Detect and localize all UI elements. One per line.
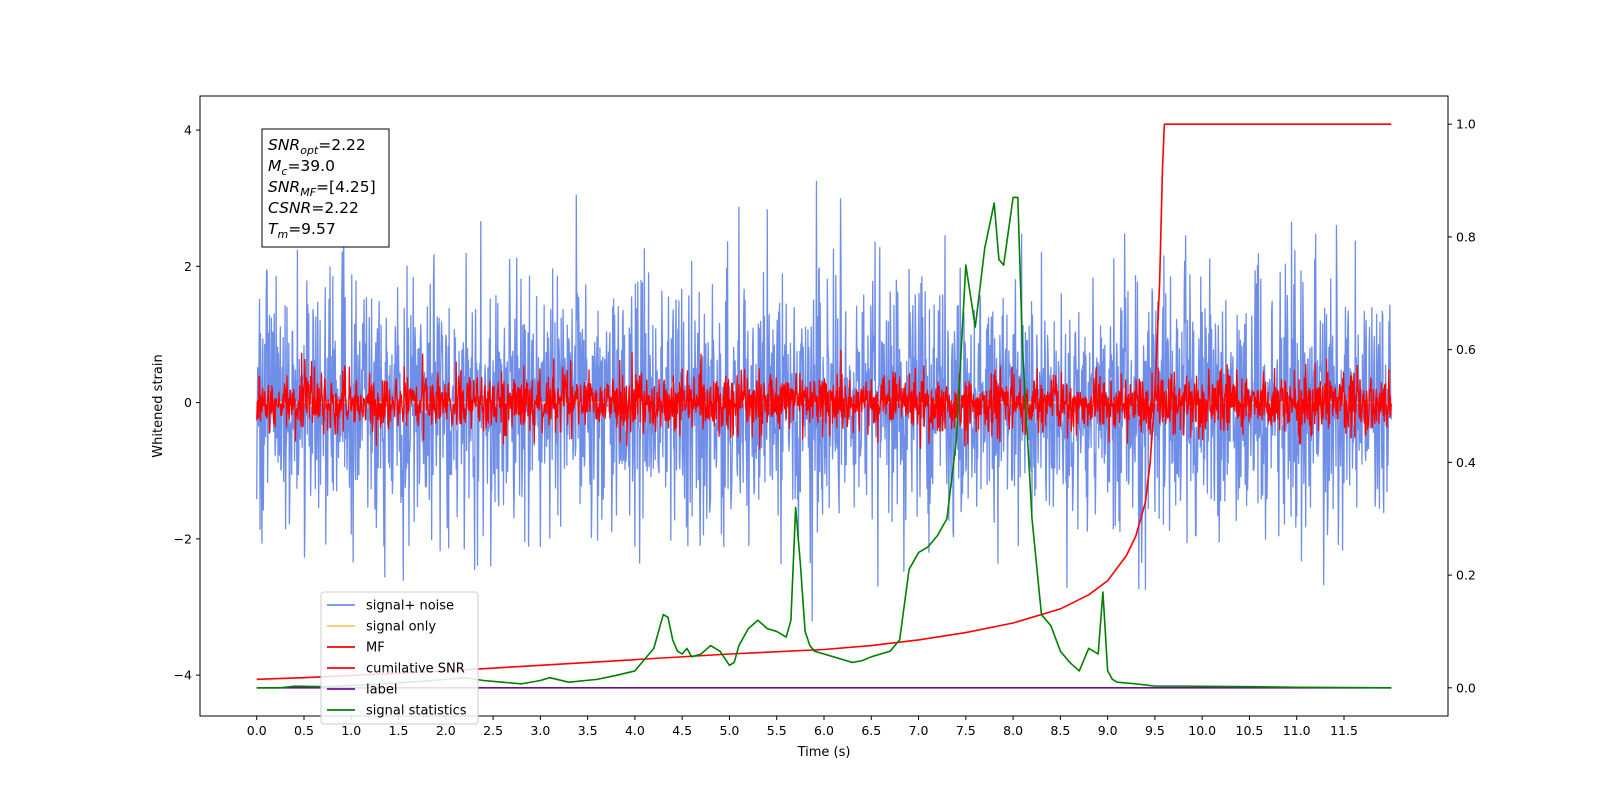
x-tick-label: 10.0 [1188, 723, 1216, 738]
info-line: Tm=9.57 [268, 220, 336, 241]
x-tick-label: 2.5 [483, 723, 503, 738]
x-tick-label: 0.5 [294, 723, 314, 738]
info-line: SNRopt=2.22 [268, 136, 366, 157]
plot-area [256, 123, 1392, 689]
y-tick-label: 0 [184, 395, 192, 410]
series-signal-statistics [256, 196, 1392, 689]
x-tick-label: 1.0 [341, 723, 361, 738]
info-box-frame [261, 128, 390, 248]
y2-tick-label: 0.8 [1456, 229, 1476, 244]
x-tick-label: 9.0 [1098, 723, 1118, 738]
legend-label: label [366, 683, 397, 698]
x-tick-label: 10.5 [1236, 723, 1264, 738]
x-tick-label: 5.5 [767, 723, 787, 738]
legend-label: cumilative SNR [366, 662, 465, 677]
x-axis-label: Time (s) [797, 745, 851, 760]
legend-label: MF [366, 641, 385, 656]
y-tick-label: −4 [174, 668, 192, 683]
legend-label: signal only [366, 620, 436, 635]
legend: signal+ noise signal only MF cumilative SNR… [320, 591, 479, 725]
y2-tick-label: 1.0 [1456, 117, 1476, 132]
x-tick-label: 9.5 [1145, 723, 1165, 738]
y-tick-label: −2 [174, 531, 192, 546]
series-cumilative-snr [256, 123, 1392, 681]
x-tick-label: 2.0 [436, 723, 456, 738]
x-tick-label: 8.0 [1003, 723, 1023, 738]
x-tick-label: 6.5 [861, 723, 881, 738]
x-tick-label: 3.5 [578, 723, 598, 738]
y2-tick-label: 0.6 [1456, 342, 1476, 357]
x-tick-label: 3.0 [530, 723, 550, 738]
info-line: Mc=39.0 [268, 157, 335, 178]
x-tick-label: 11.0 [1283, 723, 1311, 738]
y-tick-label: 4 [184, 123, 192, 138]
x-tick-label: 4.5 [672, 723, 692, 738]
x-tick-label: 6.0 [814, 723, 834, 738]
legend-label: signal statistics [366, 704, 467, 719]
x-tick-label: 5.0 [720, 723, 740, 738]
y2-tick-label: 0.2 [1456, 568, 1476, 583]
y2-tick-label: 0.0 [1456, 680, 1476, 695]
y2-tick-label: 0.4 [1456, 455, 1476, 470]
info-line: SNRMF=[4.25] [268, 178, 376, 199]
y-axis-label: Whitened strain [151, 354, 166, 457]
x-tick-label: 0.0 [247, 723, 267, 738]
info-line: CSNR=2.22 [268, 199, 359, 217]
axis-ticks: 0.0 0.5 1.0 1.5 2.0 2.5 3.0 3.5 4.0 4.5 5.0 5.5 6.0 6… [174, 117, 1476, 738]
x-tick-label: 4.0 [625, 723, 645, 738]
series-mf [256, 349, 1392, 450]
x-tick-label: 8.5 [1050, 723, 1070, 738]
legend-label: signal+ noise [366, 599, 454, 614]
x-tick-label: 11.5 [1330, 723, 1358, 738]
x-tick-label: 1.5 [389, 723, 409, 738]
y-tick-label: 2 [184, 259, 192, 274]
x-tick-label: 7.0 [909, 723, 929, 738]
legend-frame [320, 591, 479, 725]
x-tick-label: 7.5 [956, 723, 976, 738]
